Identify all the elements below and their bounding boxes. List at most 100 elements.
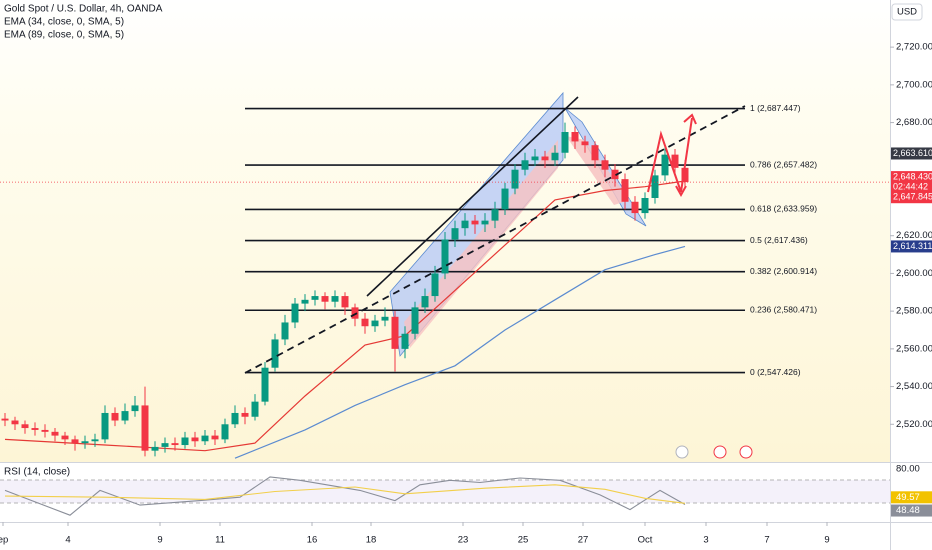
- price-tag: [891, 147, 932, 160]
- candle-body: [541, 156, 549, 161]
- rsi-line: [4, 484, 686, 504]
- falling-channel-inner: [566, 136, 630, 205]
- candle-body: [371, 320, 379, 327]
- trend-line: [366, 96, 579, 297]
- candle-body: [321, 296, 329, 302]
- candle-body: [181, 437, 189, 446]
- candle-body: [191, 437, 199, 442]
- candle-body: [1, 418, 9, 421]
- price-tag: [891, 171, 932, 194]
- rising-channel-inner: [404, 140, 558, 348]
- candle-body: [481, 220, 489, 225]
- rsi-lines: [4, 476, 686, 516]
- y-tick-label: 2,620.000: [896, 230, 932, 241]
- candle-body: [491, 209, 499, 221]
- candle-body: [21, 424, 29, 429]
- candle-body: [401, 333, 409, 349]
- candle-body: [51, 431, 59, 436]
- projection-arrow: [683, 113, 697, 125]
- candle-body: [331, 296, 339, 302]
- candle-body: [681, 167, 689, 183]
- candle-body: [241, 412, 249, 417]
- legend-title: Gold Spot / U.S. Dollar, 4h, OANDA: [4, 4, 163, 15]
- fib-label: 1 (2,687.447): [750, 103, 801, 113]
- x-tick-label: Oct: [638, 535, 653, 546]
- currency-button[interactable]: [891, 3, 923, 21]
- y-tick-label: 2,700.000: [896, 79, 932, 90]
- price-tag-label: 2,648.430: [893, 171, 932, 181]
- y-tick-label: 2,520.000: [896, 419, 932, 430]
- candles: [1, 122, 689, 457]
- candle-body: [201, 435, 209, 442]
- y-tick-label: 2,580.000: [896, 306, 932, 317]
- event-icon[interactable]: [675, 445, 689, 459]
- candle-body: [81, 441, 89, 444]
- y-tick-label: 2,720.000: [896, 42, 932, 53]
- candle-body: [91, 439, 99, 442]
- candle-body: [341, 296, 349, 308]
- candle-body: [171, 443, 179, 446]
- candle-body: [381, 316, 389, 321]
- candle-body: [71, 439, 79, 444]
- candle-body: [441, 239, 449, 274]
- candle-body: [301, 299, 309, 304]
- candle-body: [311, 296, 319, 300]
- candle-body: [431, 273, 439, 297]
- candle-body: [61, 435, 69, 440]
- candle-body: [31, 428, 39, 430]
- candle-body: [281, 322, 289, 340]
- x-tick-label: 16: [307, 535, 318, 546]
- candle-body: [121, 411, 129, 421]
- candle-body: [471, 220, 479, 225]
- candle-body: [451, 228, 459, 240]
- candle-body: [351, 307, 359, 319]
- candle-body: [161, 443, 169, 447]
- y-tick-label: 2,680.000: [896, 117, 932, 128]
- x-tick-label: 9: [824, 535, 829, 546]
- rsi-tag-label: 49.57: [896, 492, 920, 503]
- candle-body: [651, 175, 659, 198]
- x-tick-label: 25: [518, 535, 529, 546]
- candle-body: [421, 296, 429, 308]
- price-tag: [891, 191, 932, 204]
- price-tag-label: 2,663.610: [893, 148, 932, 158]
- price-tag-label: 2,614.311: [893, 241, 932, 251]
- price-tag-label: 2,647.845: [893, 192, 932, 202]
- candle-body: [671, 154, 679, 168]
- candle-body: [661, 154, 669, 176]
- candle-body: [591, 145, 599, 161]
- candle-body: [621, 179, 629, 202]
- fib-label: 0.618 (2,633.959): [750, 204, 817, 214]
- candle-body: [151, 446, 159, 451]
- projection-path: [647, 117, 693, 193]
- x-tick-label: 7: [764, 535, 769, 546]
- currency[interactable]: USD: [897, 7, 917, 18]
- candle-body: [581, 141, 589, 146]
- legend-ema: EMA (89, close, 0, SMA, 5): [4, 30, 124, 41]
- candle-body: [461, 220, 469, 229]
- candle-body: [641, 198, 649, 214]
- candle-body: [261, 367, 269, 402]
- candle-body: [391, 316, 399, 349]
- candle-body: [131, 405, 139, 412]
- rsi-tick-label: 80.00: [896, 463, 920, 474]
- plot: 1 (2,687.447) 0.786 (2,657.482) 0.618 (2,6…: [0, 91, 890, 459]
- fib-label: 0 (2,547.426): [750, 367, 801, 377]
- event-icon[interactable]: [713, 445, 727, 459]
- axes: 2,520.000 2,540.000 2,560.000 2,580.000 2,60…: [0, 42, 932, 546]
- candle-body: [601, 160, 609, 170]
- ema-line: [234, 245, 686, 459]
- rsi-tag-label: 48.48: [896, 505, 920, 516]
- candle-body: [101, 412, 109, 440]
- candle-body: [141, 405, 149, 451]
- candle-body: [271, 339, 279, 368]
- event-icon[interactable]: [739, 445, 753, 459]
- candle-body: [221, 424, 229, 440]
- y-tick-label: 2,600.000: [896, 268, 932, 279]
- fib-label: 0.5 (2,617.436): [750, 235, 808, 245]
- candle-body: [551, 152, 559, 161]
- x-tick-label: 4: [65, 535, 70, 546]
- rsi-tag: [891, 491, 932, 504]
- dashed-trend-line: [244, 105, 746, 374]
